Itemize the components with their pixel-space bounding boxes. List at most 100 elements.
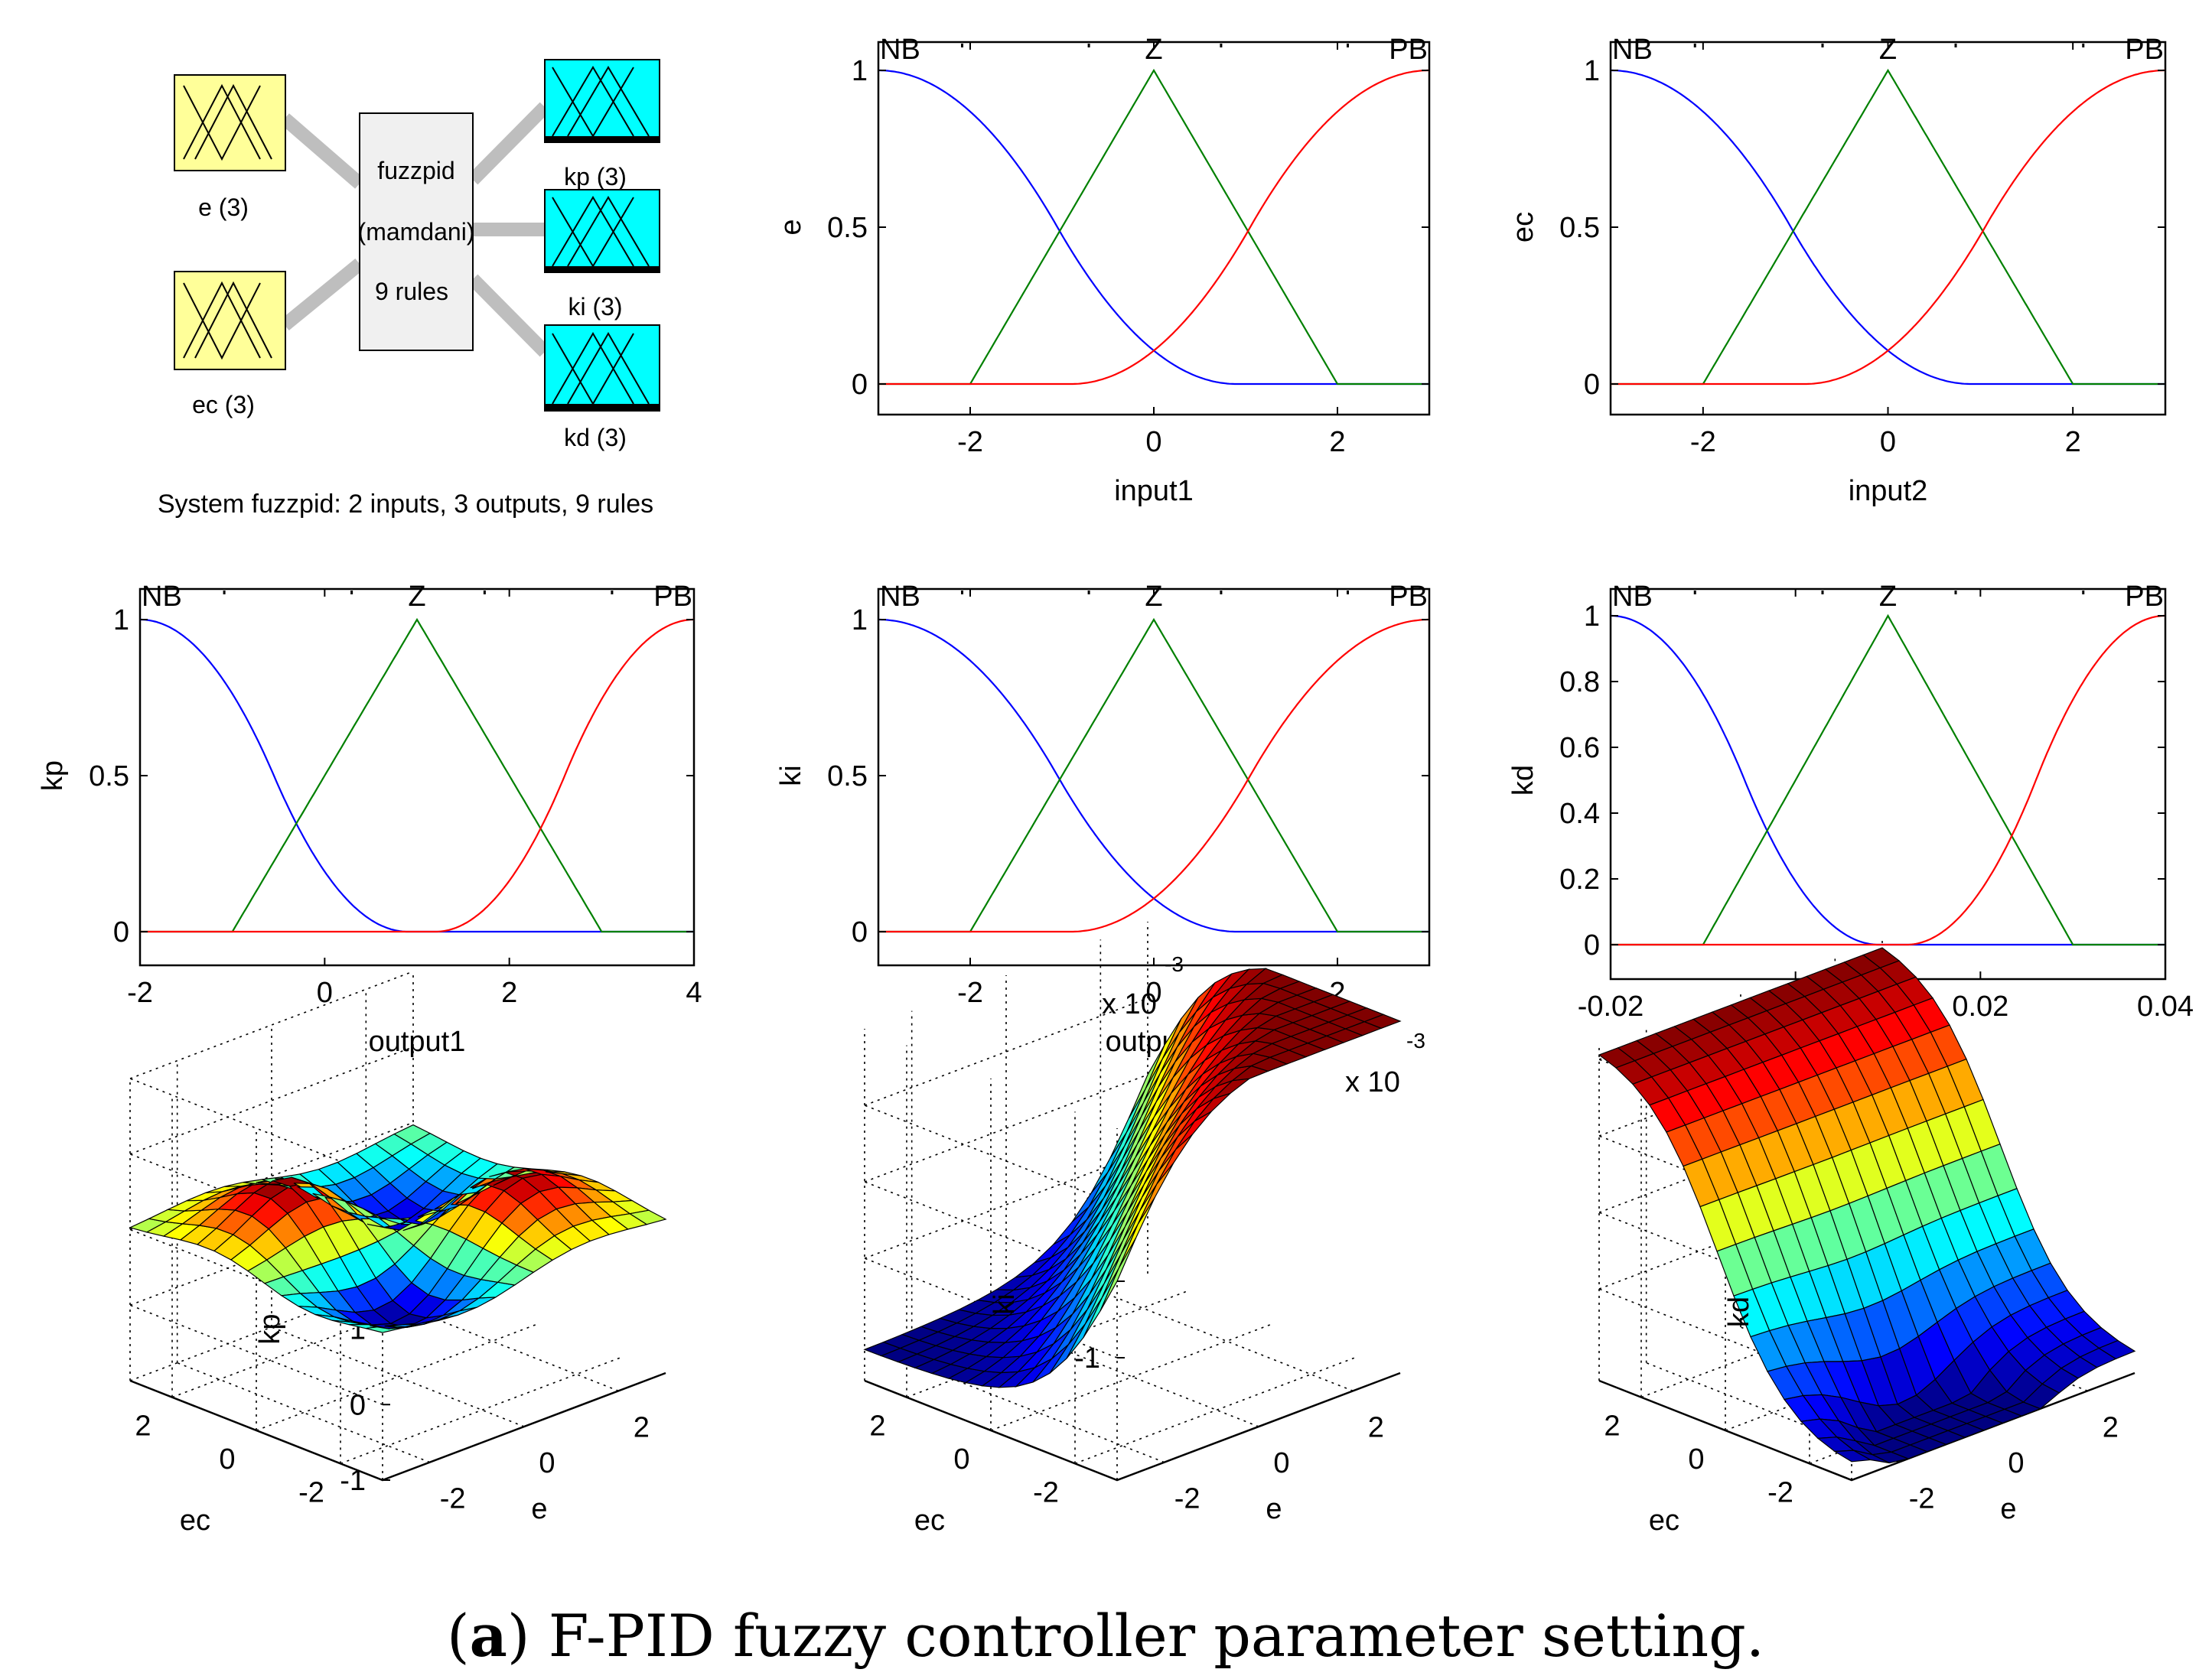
y-axis-label: kp bbox=[37, 760, 69, 791]
x-tick-label: 2 bbox=[2065, 426, 2081, 458]
top-dot-mark bbox=[961, 591, 963, 594]
series-line-nb bbox=[1611, 614, 2165, 946]
top-dot-mark bbox=[483, 591, 486, 594]
y-tick-label: 1 bbox=[1584, 55, 1600, 87]
y-tick-label: 1 bbox=[113, 604, 129, 636]
connector-ec bbox=[280, 259, 364, 330]
output-box-ki: ki (3) bbox=[544, 189, 660, 321]
y-tick-label: 0 bbox=[852, 916, 868, 949]
output-label-ki: ki (3) bbox=[568, 293, 622, 321]
top-dot-mark bbox=[2082, 44, 2085, 47]
input-box-ec-frame bbox=[174, 271, 286, 370]
y-tick-label: 0.2 bbox=[1559, 864, 1600, 896]
series-label-nb: NB bbox=[880, 581, 920, 613]
connector-lines bbox=[280, 102, 550, 357]
grid-line bbox=[256, 1323, 540, 1431]
z-tick-label: -1 bbox=[340, 1465, 366, 1497]
top-dot-mark bbox=[1087, 591, 1090, 594]
connector-kp bbox=[467, 102, 550, 185]
grid-line bbox=[990, 1323, 1275, 1431]
ec-tick-label: 0 bbox=[953, 1443, 969, 1476]
x-exponent-power: -3 bbox=[1406, 1029, 1425, 1053]
top-dot-mark bbox=[1220, 44, 1223, 47]
z-axis-label: kp bbox=[254, 1313, 286, 1344]
series-label-z: Z bbox=[1879, 581, 1897, 613]
grid-line bbox=[1640, 1289, 1925, 1398]
x-exponent-label: x 10 bbox=[1345, 1066, 1400, 1098]
system-summary: System fuzzpid: 2 inputs, 3 outputs, 9 r… bbox=[158, 490, 653, 519]
x-tick-label: -2 bbox=[957, 977, 983, 1009]
input-label-ec: ec (3) bbox=[192, 391, 255, 418]
top-dot-mark bbox=[1347, 44, 1349, 47]
x-tick-label: 2 bbox=[1329, 426, 1345, 458]
e-tick-label: 2 bbox=[634, 1411, 650, 1443]
series-label-nb: NB bbox=[1612, 581, 1653, 613]
x-tick-label: -0.02 bbox=[1578, 991, 1644, 1023]
floor-axis-edges bbox=[129, 1372, 666, 1482]
series-line-z bbox=[140, 617, 694, 933]
floor-axis-edges bbox=[864, 1372, 1401, 1482]
output-box-base bbox=[545, 136, 660, 142]
y-tick-label: 1 bbox=[852, 55, 868, 87]
connector-e bbox=[280, 113, 364, 189]
ec-axis-label: ec bbox=[914, 1505, 945, 1537]
surface-patch bbox=[628, 1209, 667, 1225]
e-tick-label: 2 bbox=[1368, 1411, 1384, 1443]
y-tick-label: 0.5 bbox=[89, 760, 129, 792]
output-box-kp: kp (3) bbox=[544, 59, 660, 190]
e-axis-label: e bbox=[531, 1493, 547, 1525]
grid-line bbox=[129, 1273, 414, 1381]
output-box-ki-frame bbox=[544, 189, 660, 273]
series-line-pb bbox=[878, 69, 1429, 386]
e-tick-label: -2 bbox=[440, 1483, 466, 1515]
system-box-frame bbox=[359, 112, 474, 351]
input-mf-glyph-icon bbox=[183, 281, 272, 360]
plot-frame bbox=[138, 587, 696, 967]
z-exponent-label: x 10 bbox=[1102, 988, 1157, 1020]
y-tick-label: 0.4 bbox=[1559, 798, 1600, 830]
ec-tick-label: -2 bbox=[1767, 1476, 1793, 1508]
output-box-base bbox=[545, 404, 660, 411]
chart-mf-output1: NB Z PB 0 0.5 1 -2 0 2 4 output1 kp bbox=[37, 581, 702, 1058]
output-label-kd: kd (3) bbox=[564, 424, 627, 451]
grid-line bbox=[129, 971, 414, 1079]
output-label-kp: kp (3) bbox=[564, 163, 627, 190]
x-tick-label: -2 bbox=[957, 426, 983, 458]
series-line-nb bbox=[140, 618, 694, 933]
e-tick-label: -2 bbox=[1174, 1483, 1200, 1515]
grid-line bbox=[1598, 1028, 1883, 1137]
series-line-nb bbox=[878, 69, 1429, 386]
grid-line bbox=[129, 1197, 414, 1306]
series-label-pb: PB bbox=[1389, 581, 1428, 613]
top-dot-mark bbox=[223, 591, 226, 594]
e-tick-label: 0 bbox=[2008, 1447, 2024, 1479]
z-exponent-power: -3 bbox=[1165, 952, 1184, 976]
y-tick-label: 0.8 bbox=[1559, 666, 1600, 698]
surface-patch bbox=[1363, 1014, 1402, 1029]
grid-line bbox=[271, 1326, 525, 1427]
plot-frame bbox=[877, 41, 1431, 416]
y-axis-label: ec bbox=[1507, 212, 1539, 242]
input-mf-glyph-icon bbox=[183, 83, 272, 161]
x-tick-label: 0 bbox=[1880, 426, 1896, 458]
y-tick-label: 0.5 bbox=[1559, 212, 1600, 244]
z-tick-label: 0 bbox=[350, 1389, 366, 1421]
y-axis-label: kd bbox=[1507, 765, 1539, 796]
top-dot-mark bbox=[350, 591, 353, 594]
x-axis-label: output1 bbox=[369, 1026, 466, 1058]
series-line-z bbox=[878, 68, 1429, 386]
input-box-ec: ec (3) bbox=[174, 271, 286, 418]
x-tick-label: 0.02 bbox=[1952, 991, 2008, 1023]
caption-label: a bbox=[470, 1602, 507, 1670]
top-dot-mark bbox=[1347, 591, 1349, 594]
top-dot-mark bbox=[1821, 591, 1824, 594]
ec-axis-label: ec bbox=[180, 1505, 210, 1537]
charts-layer: NB Z PB 0 0.5 1 -2 0 2 input1 e NB Z PB 0 0.5 1 -2 0 2 input… bbox=[37, 34, 2194, 1537]
y-tick-label: 0 bbox=[1584, 369, 1600, 401]
series-label-pb: PB bbox=[653, 581, 692, 613]
series-line-nb bbox=[1611, 69, 2165, 386]
input-box-e-frame bbox=[174, 74, 286, 171]
